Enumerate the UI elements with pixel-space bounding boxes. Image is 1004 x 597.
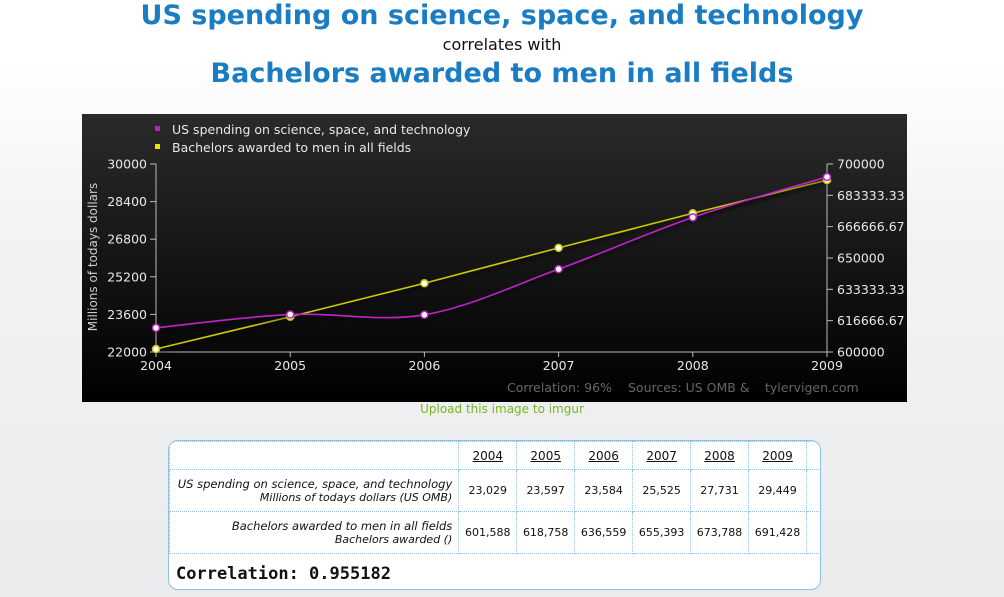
table-cell: 618,758 xyxy=(516,511,576,554)
table-cell: 27,731 xyxy=(690,469,750,512)
chart-area: 22000 23600 25200 26800 28400 30000 600000 6166… xyxy=(82,114,907,402)
y-left-tick-label: 25200 xyxy=(107,269,147,284)
legend-swatch-spending xyxy=(155,126,160,131)
series-line-bachelors xyxy=(155,179,828,350)
row-label-spending: US spending on science, space, and techn… xyxy=(169,469,460,512)
series-line-spending xyxy=(155,176,828,329)
y-left-tick-label: 22000 xyxy=(107,345,147,360)
data-table-box: 2004 2005 2006 2007 2008 2009 US spendin… xyxy=(168,440,821,590)
y-right-tick-label: 683333.33 xyxy=(837,188,905,203)
y-left-tick-label: 26800 xyxy=(107,232,147,247)
title-line3: Bachelors awarded to men in all fields xyxy=(210,58,794,89)
table-header-row: 2004 2005 2006 2007 2008 2009 xyxy=(169,441,820,470)
title-line1: US spending on science, space, and techn… xyxy=(140,0,864,31)
row-unit: Millions of todays dollars (US OMB) xyxy=(259,490,453,504)
y-left-tick-label: 30000 xyxy=(107,157,147,172)
row-label-bachelors: Bachelors awarded to men in all fields B… xyxy=(169,511,460,554)
legend-swatch-bachelors xyxy=(155,144,160,149)
y-right-tick-label: 700000 xyxy=(837,157,885,172)
x-tick-label: 2008 xyxy=(677,358,709,373)
chart-svg: 22000 23600 25200 26800 28400 30000 600000 6166… xyxy=(82,114,907,402)
year-header: 2005 xyxy=(516,441,576,470)
row-unit: Bachelors awarded () xyxy=(334,532,453,546)
chart-background xyxy=(82,114,907,402)
legend-label-spending: US spending on science, space, and techn… xyxy=(172,122,471,137)
table-spacer xyxy=(805,469,820,512)
y-right-tick-label: 616666.67 xyxy=(837,313,905,328)
data-point-spending[interactable] xyxy=(822,172,832,182)
table-row: Bachelors awarded to men in all fields B… xyxy=(169,511,820,554)
data-point-bachelors[interactable] xyxy=(554,243,563,253)
year-header: 2004 xyxy=(458,441,518,470)
table-spacer xyxy=(805,441,820,470)
table-cell: 691,428 xyxy=(748,511,807,554)
upload-imgur-link[interactable]: Upload this image to imgur xyxy=(420,402,584,416)
table-cell: 23,597 xyxy=(516,469,576,512)
correlation-value: Correlation: 0.955182 xyxy=(176,564,391,584)
table-cell: 636,559 xyxy=(574,511,634,554)
year-header: 2006 xyxy=(574,441,634,470)
y-axis-label: Millions of todays dollars xyxy=(86,183,100,331)
y-left-tick-label: 23600 xyxy=(107,307,147,322)
year-header: 2007 xyxy=(632,441,692,470)
table-cell: 23,584 xyxy=(574,469,634,512)
data-point-spending[interactable] xyxy=(420,310,429,320)
table-spacer xyxy=(805,511,820,554)
data-point-spending[interactable] xyxy=(151,323,161,333)
data-point-spending[interactable] xyxy=(554,264,563,274)
table-cell: 23,029 xyxy=(458,469,518,512)
data-point-spending[interactable] xyxy=(285,310,295,319)
x-tick-label: 2007 xyxy=(543,358,575,373)
table-cell: 25,525 xyxy=(632,469,692,512)
y-left-tick-label: 28400 xyxy=(107,194,147,209)
x-tick-label: 2004 xyxy=(140,358,172,373)
year-header: 2009 xyxy=(748,441,807,470)
row-title: US spending on science, space, and techn… xyxy=(177,476,453,491)
table-cell: 29,449 xyxy=(748,469,807,512)
table-cell: 655,393 xyxy=(632,511,692,554)
x-tick-label: 2009 xyxy=(811,358,843,373)
x-tick-label: 2006 xyxy=(408,358,440,373)
data-point-bachelors[interactable] xyxy=(151,344,161,354)
year-header: 2008 xyxy=(690,441,750,470)
y-right-tick-label: 600000 xyxy=(837,345,885,360)
footer-site: tylervigen.com xyxy=(765,380,859,395)
footer-sources: Sources: US OMB & xyxy=(628,380,750,395)
table-corner xyxy=(169,441,460,470)
legend-label-bachelors: Bachelors awarded to men in all fields xyxy=(172,140,411,155)
table-cell: 673,788 xyxy=(690,511,750,554)
data-point-bachelors[interactable] xyxy=(420,279,429,288)
title-line2: correlates with xyxy=(442,35,562,54)
x-tick-label: 2005 xyxy=(274,358,306,373)
table-cell: 601,588 xyxy=(458,511,518,554)
data-table: 2004 2005 2006 2007 2008 2009 US spendin… xyxy=(169,441,820,554)
table-row: US spending on science, space, and techn… xyxy=(169,469,820,512)
y-right-tick-label: 633333.33 xyxy=(837,282,905,297)
data-point-spending[interactable] xyxy=(688,213,698,222)
y-right-tick-label: 666666.67 xyxy=(837,219,905,234)
footer-correlation: Correlation: 96% xyxy=(507,380,612,395)
y-right-tick-label: 650000 xyxy=(837,251,885,266)
row-title: Bachelors awarded to men in all fields xyxy=(231,518,453,533)
